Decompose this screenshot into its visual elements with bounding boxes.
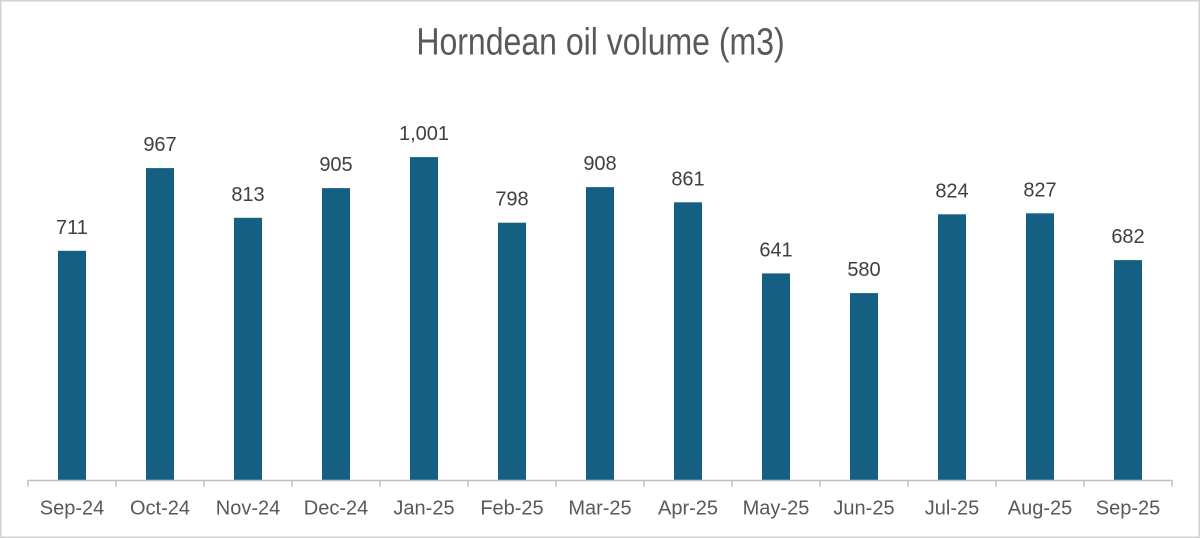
svg-text:798: 798 [495, 189, 528, 211]
svg-text:Jul-25: Jul-25 [925, 498, 979, 520]
svg-text:Mar-25: Mar-25 [568, 498, 631, 520]
svg-text:Oct-24: Oct-24 [130, 498, 190, 520]
svg-text:641: 641 [759, 239, 792, 261]
svg-text:Sep-25: Sep-25 [1096, 498, 1161, 520]
svg-text:Horndean oil volume (m3): Horndean oil volume (m3) [416, 21, 784, 63]
svg-text:Feb-25: Feb-25 [480, 498, 543, 520]
svg-text:908: 908 [583, 153, 616, 175]
svg-text:Aug-25: Aug-25 [1008, 498, 1073, 520]
svg-text:Sep-24: Sep-24 [40, 498, 105, 520]
svg-text:Jun-25: Jun-25 [833, 498, 894, 520]
svg-text:967: 967 [143, 134, 176, 156]
svg-text:824: 824 [935, 180, 968, 202]
svg-text:813: 813 [231, 184, 264, 206]
svg-text:711: 711 [56, 217, 88, 239]
svg-text:Dec-24: Dec-24 [304, 498, 368, 520]
svg-text:580: 580 [847, 259, 880, 281]
svg-text:May-25: May-25 [743, 498, 810, 520]
svg-text:827: 827 [1023, 179, 1056, 201]
svg-text:905: 905 [319, 154, 352, 176]
svg-text:Apr-25: Apr-25 [658, 498, 718, 520]
svg-text:1,001: 1,001 [399, 123, 449, 145]
svg-text:861: 861 [671, 168, 704, 190]
svg-text:Nov-24: Nov-24 [216, 498, 280, 520]
svg-text:682: 682 [1111, 226, 1144, 248]
svg-text:Jan-25: Jan-25 [393, 498, 454, 520]
